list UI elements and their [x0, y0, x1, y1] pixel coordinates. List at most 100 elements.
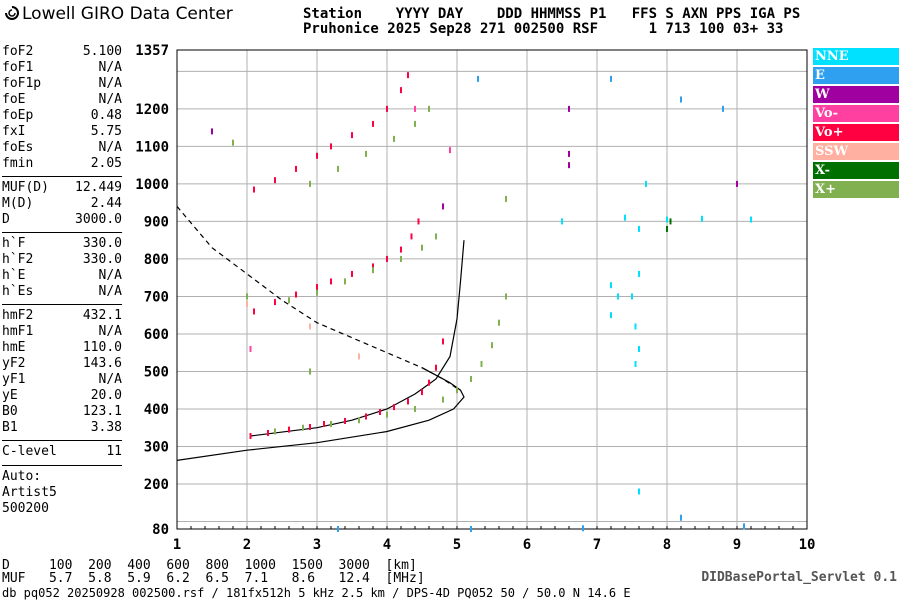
param-name: MUF(D): [2, 180, 49, 195]
point-nne: [701, 215, 703, 222]
point-x-: [365, 150, 367, 157]
y-tick-label: 300: [144, 439, 169, 455]
point-vo-: [393, 404, 395, 411]
point-vo-: [386, 105, 388, 112]
legend-item-x-: X-: [813, 162, 899, 179]
param-value: 3000.0: [75, 212, 122, 227]
y-tick-label: 1100: [135, 139, 169, 155]
point-x-: [358, 417, 360, 424]
point-ssw: [246, 300, 248, 307]
x-tick-label: 3: [313, 537, 321, 553]
param-value: 330.0: [82, 236, 122, 251]
point-x-: [309, 180, 311, 187]
profile-curve-2: [176, 206, 458, 389]
point-nne: [624, 214, 626, 221]
y-tick-label: 1200: [135, 102, 169, 118]
point-e: [680, 514, 682, 521]
param-value: 2.44: [90, 196, 122, 211]
point-x-: [505, 195, 507, 202]
param-name: M(D): [2, 196, 34, 211]
point-vo-: [365, 413, 367, 420]
muf-distance-row: D 100 200 400 600 800 1000 1500 3000 [km…: [2, 558, 417, 573]
point-nne: [638, 345, 640, 352]
point-nne: [750, 216, 752, 223]
point-vo-: [379, 408, 381, 415]
param-h-f2: h`F2 330.0: [2, 252, 122, 268]
point-vo-: [351, 132, 353, 139]
legend-item-vo-: Vo+: [813, 124, 899, 141]
point-x-: [435, 233, 437, 240]
point-x-: [400, 255, 402, 262]
param-b1: B1 3.38: [2, 420, 122, 436]
point-nne: [638, 488, 640, 495]
param-value: 5.75: [90, 124, 122, 139]
point-x-: [344, 278, 346, 285]
x-tick-label: 4: [383, 537, 391, 553]
param-foe: foE N/A: [2, 92, 122, 108]
param-name: h`E: [2, 268, 26, 283]
point-vo-: [330, 143, 332, 150]
point-x-: [480, 360, 483, 367]
point-nne: [634, 360, 637, 367]
point-nne: [617, 293, 619, 300]
point-e: [743, 523, 745, 530]
point-x-: [246, 293, 248, 300]
point-w: [442, 203, 444, 210]
param-value: 143.6: [82, 356, 122, 371]
y-tick-label: 80: [152, 522, 169, 538]
param-name: fxI: [2, 124, 26, 139]
point-w: [568, 105, 570, 112]
x-tick-label: 6: [523, 537, 531, 553]
point-vo-: [253, 308, 255, 315]
point-x-: [491, 342, 493, 349]
point-vo-: [351, 270, 353, 277]
y-tick-label: 700: [144, 289, 169, 305]
param-ye: yE 20.0: [2, 388, 122, 404]
legend-item-ssw: SSW: [813, 143, 899, 160]
point-vo-: [295, 291, 297, 298]
param-name: h`Es: [2, 284, 34, 299]
point-vo-: [295, 165, 297, 172]
param-name: foF1p: [2, 76, 42, 91]
y-tick-label: 500: [144, 364, 169, 380]
point-vo-: [330, 278, 332, 285]
param-value: N/A: [98, 324, 122, 339]
point-vo-: [435, 364, 437, 371]
param-c-level: C-level 11: [2, 444, 122, 460]
point-x-: [414, 405, 416, 412]
param-d: D 3000.0: [2, 212, 122, 228]
param-h-e: h`E N/A: [2, 268, 122, 284]
legend-item-nne: NNE: [813, 48, 899, 65]
param-value: 123.1: [82, 404, 122, 419]
point-vo-: [267, 429, 269, 436]
param-value: N/A: [98, 268, 122, 283]
point-vo-: [449, 147, 451, 154]
param-h-f: h`F 330.0: [2, 236, 122, 252]
param-divider: [2, 232, 122, 233]
point-x-: [456, 387, 458, 394]
param-fmin: fmin 2.05: [2, 156, 122, 172]
param-foes: foEs N/A: [2, 140, 122, 156]
point-ssw: [309, 323, 311, 330]
ionogram-chart: 1 2 3 4 5 6 7 8 9 10 80 200 300 400 500 600 700 800 900 100…: [135, 43, 815, 553]
point-x-: [316, 289, 318, 296]
param-name: D: [2, 212, 10, 227]
param-name: h`F2: [2, 252, 34, 267]
point-x-: [505, 293, 507, 300]
point-vo-: [442, 338, 444, 345]
point-vo-: [249, 345, 252, 352]
autoscaling-line1: Auto:: [2, 469, 42, 484]
param-divider: [2, 176, 122, 177]
point-vo-: [309, 423, 311, 430]
point-x-: [414, 120, 416, 127]
point-x-: [470, 375, 472, 382]
point-vo-: [428, 379, 430, 386]
point-nne: [638, 270, 640, 277]
param-m-d-: M(D) 2.44: [2, 196, 122, 212]
point-nne: [610, 282, 612, 289]
y-tick-label: 800: [144, 252, 169, 268]
point-vo-: [323, 420, 325, 427]
point-vo-: [372, 120, 374, 127]
point-vo-: [372, 263, 374, 270]
point-vo-: [253, 186, 255, 193]
